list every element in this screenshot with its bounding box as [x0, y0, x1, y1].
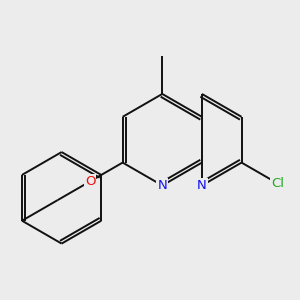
- Text: N: N: [158, 179, 167, 192]
- Text: O: O: [85, 175, 95, 188]
- Text: Cl: Cl: [272, 177, 284, 190]
- Text: N: N: [197, 179, 207, 192]
